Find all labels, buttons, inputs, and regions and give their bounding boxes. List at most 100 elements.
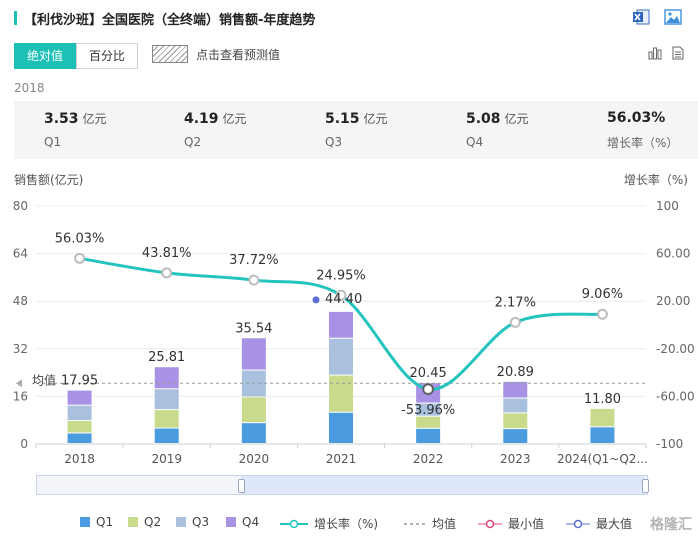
bar-total-label: 20.89 <box>497 365 534 380</box>
legend-min-label: 最小值 <box>508 517 545 531</box>
summary-q4-unit: 亿元 <box>504 112 529 126</box>
zoom-slider[interactable] <box>36 475 649 495</box>
legend-average-label: 均值 <box>432 517 457 531</box>
growth-rate-label: 43.81% <box>142 246 192 261</box>
legend-min-icon <box>478 519 502 528</box>
bar-q2 <box>416 416 441 428</box>
legend-q4[interactable]: Q4 <box>226 515 259 529</box>
bar-total-label: 35.54 <box>235 321 272 336</box>
right-axis-tick-label: 60.00 <box>656 247 690 261</box>
right-axis-tick-label: -60.00 <box>656 389 695 403</box>
zoom-handle-left[interactable] <box>238 479 245 493</box>
average-marker-icon <box>16 379 22 388</box>
summary-year: 2018 <box>14 81 45 95</box>
bar-q1 <box>416 428 441 443</box>
summary-q2-unit: 亿元 <box>222 112 247 126</box>
legend-min[interactable]: 最小值 <box>478 515 544 532</box>
legend-growth-label: 增长率（%) <box>314 517 379 531</box>
absolute-value-button[interactable]: 绝对值 <box>14 43 77 69</box>
title-accent-bar <box>14 11 17 25</box>
growth-rate-point <box>509 316 521 328</box>
legend-q1[interactable]: Q1 <box>80 515 113 529</box>
excel-export-icon[interactable] <box>632 9 650 25</box>
bar-total-label: 20.45 <box>410 366 447 381</box>
bar-chart-icon[interactable] <box>648 46 662 60</box>
summary-q1-value: 3.53 <box>44 111 79 127</box>
x-axis-label: 2023 <box>500 452 531 466</box>
legend-q4-label: Q4 <box>242 515 260 529</box>
summary-q4: 5.08 亿元 Q4 <box>466 110 529 149</box>
summary-q3-label: Q3 <box>325 135 343 149</box>
legend-q2-label: Q2 <box>144 515 162 529</box>
legend-q2[interactable]: Q2 <box>128 515 161 529</box>
growth-rate-label: 24.95% <box>316 268 366 283</box>
zoom-slider-range[interactable] <box>241 476 645 494</box>
forecast-label: 点击查看预测值 <box>196 47 281 62</box>
bar-q1 <box>154 428 179 443</box>
bar-q2 <box>329 375 353 412</box>
left-axis-tick-label: 48 <box>13 294 28 308</box>
legend-max-label: 最大值 <box>596 517 633 531</box>
x-axis-label: 2019 <box>151 452 182 466</box>
summary-panel: 3.53 亿元 Q1 4.19 亿元 Q2 5.15 亿元 Q3 5.08 亿元 Q4 … <box>14 101 698 159</box>
bar-q3 <box>329 338 353 375</box>
chart-legend: Q1 Q2 Q3 Q4 增长率（%) 均值 最小值 最大值 <box>0 512 698 534</box>
legend-q1-label: Q1 <box>96 515 114 529</box>
growth-rate-label: 9.06% <box>582 287 623 302</box>
bar-q2 <box>67 421 92 433</box>
legend-q3-swatch <box>176 517 186 527</box>
summary-q2-value: 4.19 <box>184 111 219 127</box>
bar-q4 <box>329 311 353 338</box>
bar-q1 <box>590 427 615 443</box>
growth-rate-point <box>74 252 86 264</box>
bar-q2 <box>503 413 528 429</box>
forecast-toggle[interactable]: 点击查看预测值 <box>152 45 280 63</box>
growth-rate-point <box>248 274 260 286</box>
percentage-button[interactable]: 百分比 <box>76 43 139 69</box>
bar-q1 <box>67 433 92 443</box>
bar-q4 <box>241 338 266 370</box>
summary-q1-unit: 亿元 <box>82 112 107 126</box>
legend-max-icon <box>566 519 590 528</box>
document-icon[interactable] <box>672 46 684 60</box>
sales-trend-chart: 0 16 32 48 64 80 -100 -60.00 -20.00 20.00 60.00 100… <box>13 199 695 466</box>
bar-total-label: 17.95 <box>61 374 98 389</box>
right-axis-tick-label: 100 <box>656 199 679 213</box>
bar-q4 <box>67 390 92 405</box>
bar-total-label: 11.80 <box>584 392 621 407</box>
growth-rate-point <box>335 289 347 301</box>
bar-q3 <box>503 398 528 413</box>
x-axis-label: 2020 <box>239 452 270 466</box>
bar-q2 <box>154 410 179 428</box>
legend-average[interactable]: 均值 <box>404 515 456 532</box>
legend-max[interactable]: 最大值 <box>566 515 632 532</box>
legend-q4-swatch <box>226 517 236 527</box>
legend-average-icon <box>404 522 426 525</box>
image-export-icon[interactable] <box>664 9 682 25</box>
average-line-label: 均值 <box>32 372 56 387</box>
export-icons <box>632 9 682 25</box>
max-value-marker <box>312 296 320 304</box>
bar-q1 <box>503 429 528 443</box>
growth-rate-point <box>161 267 173 279</box>
growth-rate-label: 56.03% <box>55 231 105 246</box>
right-axis-title: 增长率（%) <box>623 173 688 187</box>
legend-q3[interactable]: Q3 <box>176 515 209 529</box>
growth-rate-label: 37.72% <box>229 253 279 268</box>
right-axis-tick-label: 20.00 <box>656 294 690 308</box>
bar-q4 <box>154 367 179 389</box>
forecast-hatch-icon <box>152 45 188 63</box>
left-axis-title: 销售额(亿元) <box>14 173 84 187</box>
left-axis-tick-label: 64 <box>13 247 28 261</box>
summary-q4-value: 5.08 <box>466 111 501 127</box>
min-value-marker <box>422 383 434 395</box>
view-tools <box>648 46 684 60</box>
right-axis-tick-label: -20.00 <box>656 342 695 356</box>
growth-rate-label: 2.17% <box>495 295 536 310</box>
summary-q3-value: 5.15 <box>325 111 360 127</box>
left-axis-tick-label: 0 <box>20 437 28 451</box>
bar-q1 <box>241 423 266 443</box>
zoom-handle-right[interactable] <box>642 479 649 493</box>
legend-growth[interactable]: 增长率（%) <box>280 515 378 532</box>
legend-q1-swatch <box>80 517 90 527</box>
